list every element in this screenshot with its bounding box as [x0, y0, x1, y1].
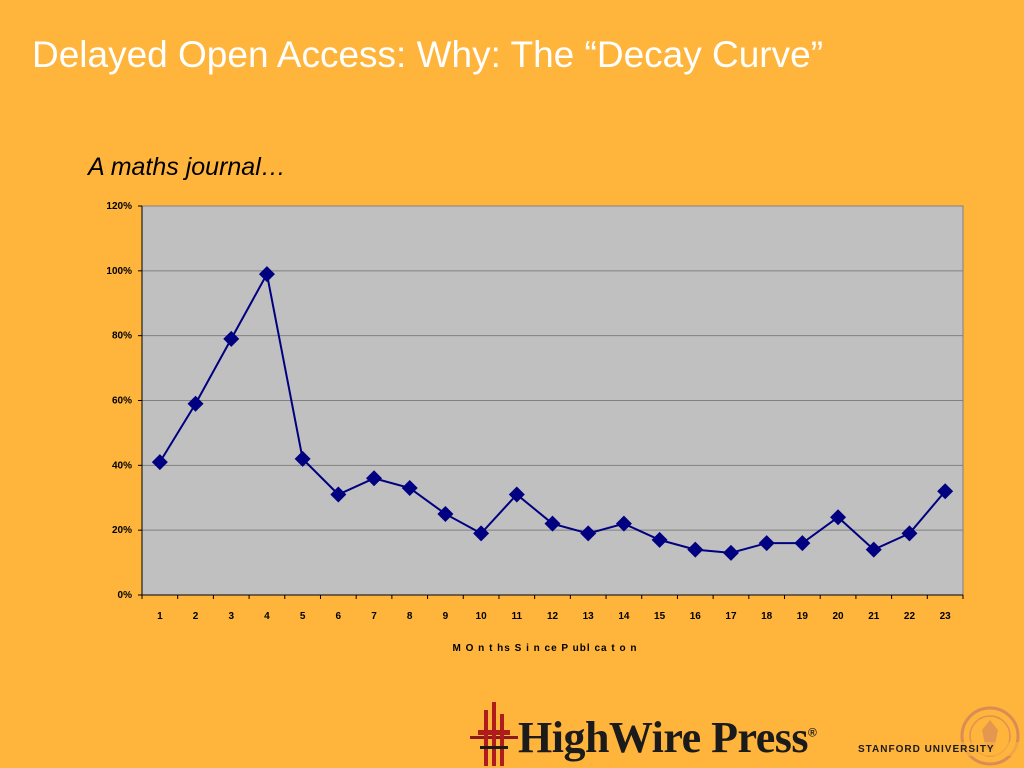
x-tick-label: 12 [547, 611, 559, 622]
highwire-press-logo [470, 702, 1024, 766]
stanford-university-text: STANFORD UNIVERSITY [858, 744, 995, 755]
highwire-press-wordmark: HighWire Press® [518, 713, 817, 762]
x-tick-label: 23 [940, 611, 952, 622]
x-tick-label: 8 [407, 611, 413, 622]
x-tick-label: 17 [725, 611, 737, 622]
data-point-marker [473, 525, 490, 542]
x-tick-label: 4 [264, 611, 270, 622]
y-tick-label: 100% [106, 266, 132, 277]
data-point-marker [651, 531, 668, 548]
y-tick-label: 80% [112, 331, 132, 342]
x-tick-label: 15 [654, 611, 666, 622]
data-point-marker [615, 515, 632, 532]
x-tick-label: 11 [512, 611, 523, 622]
highwire-tower-icon [470, 702, 518, 766]
data-point-marker [294, 450, 311, 467]
data-point-marker [401, 480, 418, 497]
x-tick-label: 10 [476, 611, 488, 622]
x-tick-label: 9 [443, 611, 449, 622]
data-point-marker [151, 454, 168, 471]
y-tick-label: 20% [112, 525, 132, 536]
data-point-marker [722, 544, 739, 561]
data-point-marker [437, 505, 454, 522]
y-tick-label: 0% [118, 590, 133, 601]
data-point-marker [937, 483, 954, 500]
x-tick-label: 21 [868, 611, 880, 622]
x-axis-ticks: 1 2 3 4 5 6 7 8 9 10 11 12 13 14 15 16 17 18 19 20 21 22 23 [141, 595, 964, 622]
data-point-marker [330, 486, 347, 503]
x-tick-label: 2 [193, 611, 199, 622]
data-point-marker [258, 266, 275, 283]
data-point-marker [758, 535, 775, 552]
y-tick-label: 120% [106, 201, 132, 212]
slide-subtitle: A maths journal… [88, 153, 286, 181]
data-markers [151, 266, 954, 561]
data-point-marker [830, 509, 847, 526]
x-tick-label: 14 [618, 611, 630, 622]
x-tick-label: 1 [157, 611, 163, 622]
x-tick-label: 3 [228, 611, 234, 622]
x-tick-label: 6 [336, 611, 342, 622]
x-tick-label: 22 [904, 611, 916, 622]
data-point-marker [580, 525, 597, 542]
x-tick-label: 18 [761, 611, 773, 622]
x-tick-label: 7 [371, 611, 377, 622]
y-tick-label: 40% [112, 460, 132, 471]
data-point-marker [901, 525, 918, 542]
y-axis-ticks: 0% 20% 40% 60% 80% 100% 120% [106, 201, 142, 601]
slide-title: Delayed Open Access: Why: The “Decay Cur… [32, 34, 824, 75]
x-tick-label: 19 [797, 611, 809, 622]
data-point-marker [187, 395, 204, 412]
data-point-marker [366, 470, 383, 487]
y-tick-label: 60% [112, 396, 132, 407]
data-point-marker [687, 541, 704, 558]
x-tick-label: 13 [583, 611, 595, 622]
data-point-marker [794, 535, 811, 552]
data-point-marker [544, 515, 561, 532]
data-point-marker [223, 330, 240, 347]
x-tick-label: 16 [690, 611, 702, 622]
x-axis-label: M O n t hs S i n ce P ubl ca t o n [453, 643, 638, 654]
x-tick-label: 20 [833, 611, 845, 622]
x-tick-label: 5 [300, 611, 306, 622]
data-point-marker [508, 486, 525, 503]
decay-curve-chart: 0%20%40%60%80%100%120% 1 2 3 4 5 6 7 8 9 10 11 12 13… [106, 201, 964, 654]
data-point-marker [865, 541, 882, 558]
